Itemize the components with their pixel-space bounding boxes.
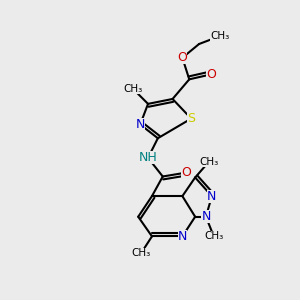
Text: CH₃: CH₃ (199, 157, 218, 167)
Text: CH₃: CH₃ (204, 231, 224, 242)
Text: O: O (178, 51, 187, 64)
Text: N: N (136, 118, 145, 131)
Text: O: O (206, 68, 216, 81)
Text: CH₃: CH₃ (131, 248, 151, 258)
Text: NH: NH (139, 152, 158, 164)
Text: N: N (207, 190, 217, 202)
Text: N: N (201, 210, 211, 223)
Text: O: O (182, 166, 191, 179)
Text: CH₃: CH₃ (124, 84, 143, 94)
Text: N: N (178, 230, 187, 243)
Text: CH₃: CH₃ (210, 31, 229, 41)
Text: S: S (187, 112, 195, 125)
